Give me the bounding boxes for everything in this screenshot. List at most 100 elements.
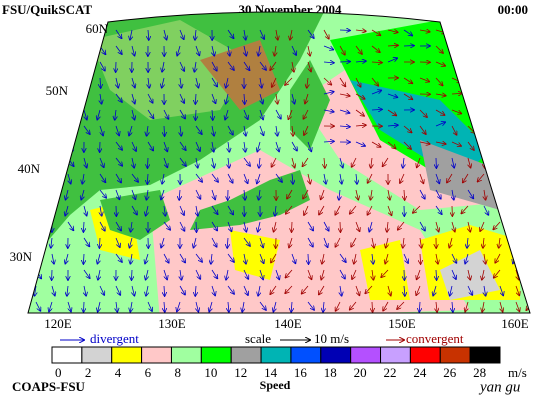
wind-arrow (290, 29, 292, 40)
wind-arrow (65, 205, 68, 216)
wind-arrow (465, 253, 468, 264)
wind-arrow (324, 157, 325, 168)
wind-arrow (196, 301, 198, 312)
wind-arrow (18, 270, 20, 280)
wind-arrow (228, 157, 229, 168)
wind-arrow (339, 189, 340, 200)
wind-arrow (463, 173, 469, 183)
wind-arrow (350, 301, 357, 310)
wind-arrow (83, 61, 90, 70)
wind-arrow (340, 157, 343, 168)
wind-arrow (83, 221, 84, 232)
wind-arrow (115, 189, 119, 199)
wind-arrow (467, 237, 468, 248)
wind-arrow (67, 141, 73, 151)
wind-arrow (324, 173, 326, 184)
wind-arrow (35, 61, 36, 72)
wind-arrow (227, 205, 233, 215)
wind-arrow (435, 189, 441, 199)
colorbar-tick: 28 (473, 365, 486, 380)
wind-arrow (195, 285, 196, 296)
wind-arrow (163, 253, 169, 263)
wind-arrow (339, 77, 345, 86)
wind-arrow (515, 92, 526, 94)
wind-arrow (461, 205, 469, 213)
wind-arrow (227, 125, 233, 135)
colorbar-tick: 16 (294, 365, 308, 380)
wind-arrow (514, 205, 516, 216)
wind-arrow (115, 93, 122, 102)
wind-arrow (387, 125, 398, 126)
source: FSU/QuikSCAT (2, 2, 92, 17)
wind-arrow (242, 301, 244, 312)
wind-arrow (516, 157, 517, 168)
wind-arrow (323, 110, 334, 112)
wind-arrow (355, 93, 365, 99)
wind-arrow (195, 141, 200, 151)
wind-arrow (292, 173, 293, 184)
wind-arrow (115, 221, 121, 231)
wind-arrow (435, 122, 445, 127)
wind-arrow (147, 125, 148, 136)
wind-arrow (35, 77, 42, 86)
wind-arrow (419, 125, 426, 134)
wind-arrow (177, 301, 180, 311)
wind-arrow (483, 45, 493, 50)
wind-arrow (115, 45, 122, 54)
wind-arrow (35, 237, 36, 248)
wind-arrow (307, 237, 313, 247)
wind-arrow (355, 30, 366, 31)
map (18, 12, 534, 313)
wind-arrow (67, 221, 73, 230)
wind-arrow (84, 205, 87, 216)
colorbar-tick: 10 (204, 365, 217, 380)
wind-arrow (371, 77, 378, 86)
wind-arrow (307, 29, 314, 38)
wind-arrow (355, 61, 366, 62)
wind-arrow (163, 141, 167, 151)
wind-arrow (323, 141, 334, 142)
wind-arrow (271, 157, 277, 167)
wind-arrow (467, 93, 477, 97)
wind-arrow (388, 189, 390, 200)
wind-arrow (244, 253, 246, 264)
wind-arrow (388, 285, 391, 296)
lat-label: 60N (86, 21, 109, 36)
colorbar-tick: 24 (413, 365, 427, 380)
wind-arrow (289, 237, 292, 248)
wind-arrow (532, 190, 534, 200)
wind-arrow (212, 141, 214, 152)
wind-arrow (228, 301, 229, 312)
wind-arrow (275, 205, 276, 216)
colorbar-tick: 0 (55, 365, 62, 380)
wind-arrow (98, 301, 100, 312)
wind-arrow (177, 45, 180, 56)
wind-arrow (291, 45, 296, 55)
wind-arrow (212, 157, 214, 168)
wind-arrow (288, 109, 293, 119)
wind-arrow (52, 253, 54, 264)
wind-arrow (480, 221, 485, 231)
wind-arrow (515, 285, 519, 295)
wind-arrow (115, 285, 120, 295)
wind-arrow (307, 301, 314, 310)
colorbar-tick: 18 (324, 365, 337, 380)
wind-arrow (147, 109, 154, 118)
wind-arrow (211, 205, 218, 214)
wind-arrow (420, 237, 422, 248)
wind-arrow (515, 78, 526, 79)
wind-arrow (212, 125, 214, 136)
wind-arrow (195, 125, 202, 134)
wind-arrow (67, 29, 72, 39)
wind-arrow (319, 205, 325, 215)
wind-arrow (436, 253, 438, 264)
wind-arrow (227, 285, 234, 294)
wind-arrow (244, 125, 246, 136)
wind-arrow (499, 94, 510, 96)
wind-arrow (148, 29, 149, 40)
wind-arrow (478, 173, 485, 182)
wind-arrow (483, 237, 484, 248)
wind-arrow (482, 301, 484, 312)
wind-arrow (196, 221, 197, 232)
wind-arrow (51, 29, 57, 38)
